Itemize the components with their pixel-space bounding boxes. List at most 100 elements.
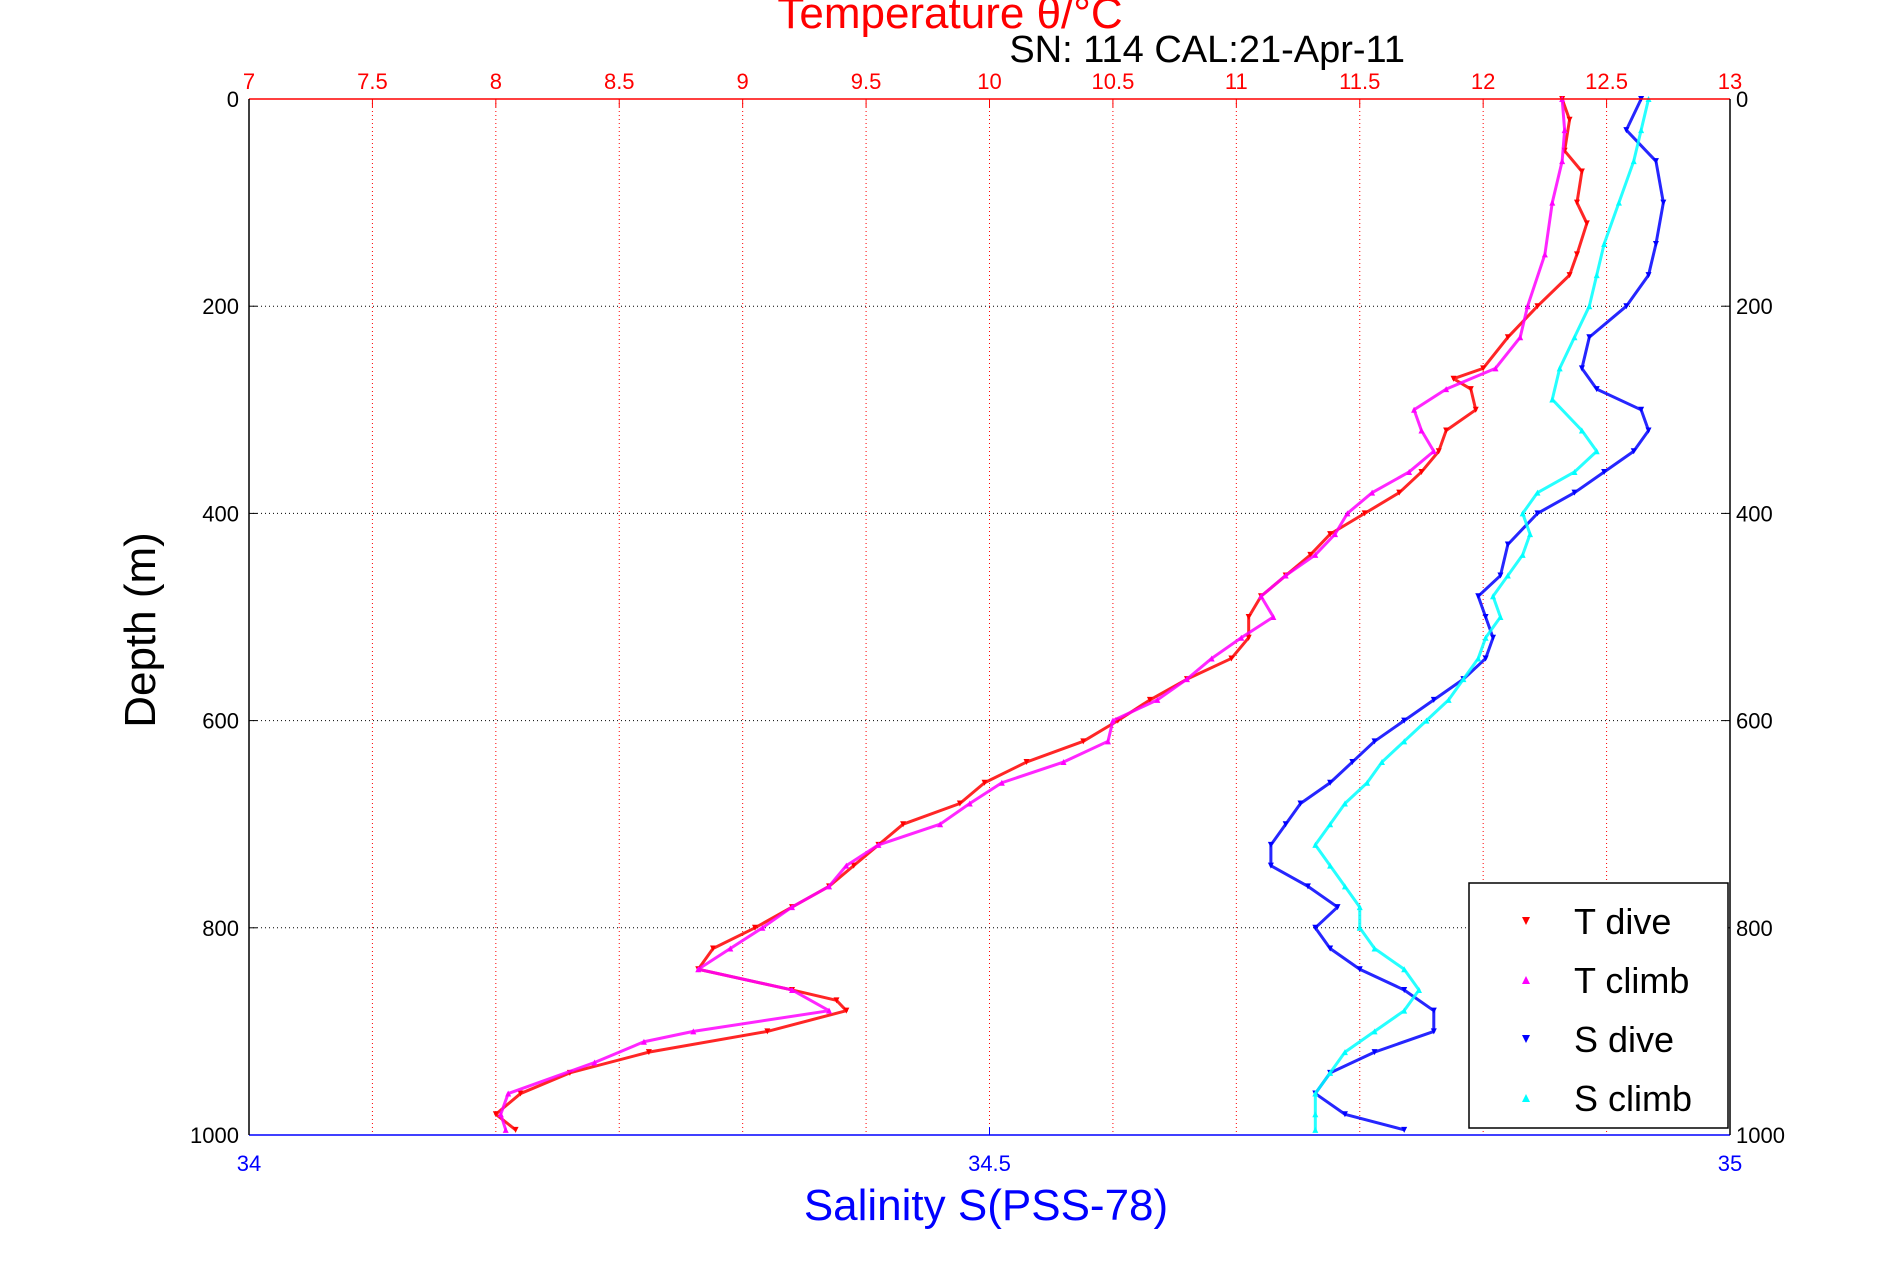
chart-title: Temperature θ/°C xyxy=(777,0,1122,38)
data-point-t-dive xyxy=(1566,272,1573,279)
data-point-t-climb xyxy=(505,1090,512,1097)
data-point-t-climb xyxy=(1541,251,1548,258)
data-point-t-climb xyxy=(789,986,796,993)
data-point-s-climb xyxy=(1371,945,1378,952)
data-point-t-dive xyxy=(512,1126,519,1133)
data-point-s-climb xyxy=(1327,1069,1334,1076)
data-point-s-dive xyxy=(1267,841,1274,848)
data-point-s-dive xyxy=(1371,738,1378,745)
data-point-s-climb xyxy=(1378,759,1385,766)
data-point-s-dive xyxy=(1327,779,1334,786)
data-point-t-dive xyxy=(956,800,963,807)
data-point-s-climb xyxy=(1341,800,1348,807)
data-point-s-dive xyxy=(1349,759,1356,766)
legend-marker-t-climb xyxy=(1522,976,1530,984)
data-point-t-climb xyxy=(1443,386,1450,393)
data-point-t-climb xyxy=(1492,365,1499,372)
data-point-s-dive xyxy=(1371,1049,1378,1056)
data-point-s-climb xyxy=(1615,199,1622,206)
top-tick-label: 12.5 xyxy=(1585,69,1628,94)
data-point-t-climb xyxy=(1406,468,1413,475)
data-point-s-climb xyxy=(1497,614,1504,620)
bottom-tick-label: 34.5 xyxy=(968,1151,1011,1176)
data-point-t-climb xyxy=(1258,593,1265,600)
data-point-s-climb xyxy=(1593,272,1600,279)
right-tick-label: 800 xyxy=(1736,916,1773,941)
data-point-s-dive xyxy=(1652,158,1659,165)
data-point-s-climb xyxy=(1401,966,1408,973)
data-point-s-climb xyxy=(1364,779,1371,786)
data-point-s-climb xyxy=(1630,158,1637,165)
data-point-t-dive xyxy=(1443,427,1450,434)
right-tick-label: 1000 xyxy=(1736,1123,1785,1148)
top-tick-label: 9 xyxy=(737,69,749,94)
data-point-t-climb xyxy=(1418,427,1425,434)
data-point-t-dive xyxy=(1418,468,1425,475)
data-point-t-dive xyxy=(843,1007,850,1014)
data-point-t-climb xyxy=(1282,572,1289,579)
data-point-t-dive xyxy=(1327,531,1334,538)
top-tick-label: 9.5 xyxy=(851,69,882,94)
data-point-t-dive xyxy=(1467,386,1474,393)
data-point-t-climb xyxy=(1154,696,1161,703)
data-point-t-climb xyxy=(1559,158,1566,165)
data-point-t-dive xyxy=(752,924,759,931)
data-point-s-climb xyxy=(1415,986,1422,993)
data-point-t-dive xyxy=(1228,655,1235,662)
data-point-t-climb xyxy=(1208,655,1215,662)
data-point-s-dive xyxy=(1401,1126,1408,1133)
data-point-s-dive xyxy=(1630,448,1637,455)
left-tick-label: 0 xyxy=(227,87,239,112)
data-point-s-climb xyxy=(1482,634,1489,641)
data-point-s-dive xyxy=(1312,924,1319,931)
data-point-s-climb xyxy=(1460,676,1467,683)
data-point-s-climb xyxy=(1356,904,1363,911)
data-point-s-climb xyxy=(1601,241,1608,248)
data-point-t-climb xyxy=(1517,334,1524,341)
data-point-t-dive xyxy=(1534,303,1541,310)
data-point-t-dive xyxy=(1245,634,1252,641)
data-point-t-dive xyxy=(1566,116,1573,123)
data-point-s-dive xyxy=(1327,945,1334,952)
chart-subtitle: SN: 114 CAL:21-Apr-11 xyxy=(1009,29,1405,71)
data-point-s-dive xyxy=(1430,696,1437,703)
data-point-s-dive xyxy=(1660,199,1667,206)
data-point-t-climb xyxy=(843,862,850,869)
data-point-t-dive xyxy=(1573,251,1580,258)
left-tick-label: 600 xyxy=(202,709,239,734)
data-point-t-climb xyxy=(1183,676,1190,683)
legend-label-s-climb: S climb xyxy=(1574,1078,1692,1119)
data-point-s-dive xyxy=(1645,427,1652,434)
left-tick-label: 200 xyxy=(202,294,239,319)
data-series xyxy=(492,96,1667,1133)
data-point-t-dive xyxy=(764,1028,771,1035)
legend: T dive T climb S dive S climb xyxy=(1468,882,1729,1129)
data-point-t-dive xyxy=(1361,510,1368,517)
data-point-s-climb xyxy=(1312,841,1319,848)
data-point-t-climb xyxy=(502,1126,509,1133)
data-point-t-climb xyxy=(875,841,882,848)
data-point-t-climb xyxy=(1561,127,1568,134)
data-point-s-climb xyxy=(1519,510,1526,517)
data-point-s-dive xyxy=(1504,541,1511,548)
data-point-s-dive xyxy=(1571,489,1578,496)
data-point-t-dive xyxy=(1504,334,1511,341)
right-tick-label: 0 xyxy=(1736,87,1748,112)
data-point-t-climb xyxy=(1104,738,1111,745)
right-tick-label: 400 xyxy=(1736,501,1773,526)
data-point-s-climb xyxy=(1401,738,1408,745)
data-point-t-dive xyxy=(1435,448,1442,455)
data-point-t-climb xyxy=(1060,759,1067,766)
data-point-t-climb xyxy=(1312,551,1319,558)
data-point-t-dive xyxy=(645,1049,652,1056)
data-point-s-dive xyxy=(1578,365,1585,372)
data-point-s-dive xyxy=(1645,272,1652,279)
data-point-t-dive xyxy=(1023,759,1030,766)
data-point-t-climb xyxy=(497,1111,504,1118)
data-point-s-dive xyxy=(1482,655,1489,662)
data-point-s-climb xyxy=(1638,127,1645,134)
data-point-t-dive xyxy=(1480,365,1487,372)
data-point-s-climb xyxy=(1571,468,1578,475)
left-tick-label: 1000 xyxy=(190,1123,239,1148)
